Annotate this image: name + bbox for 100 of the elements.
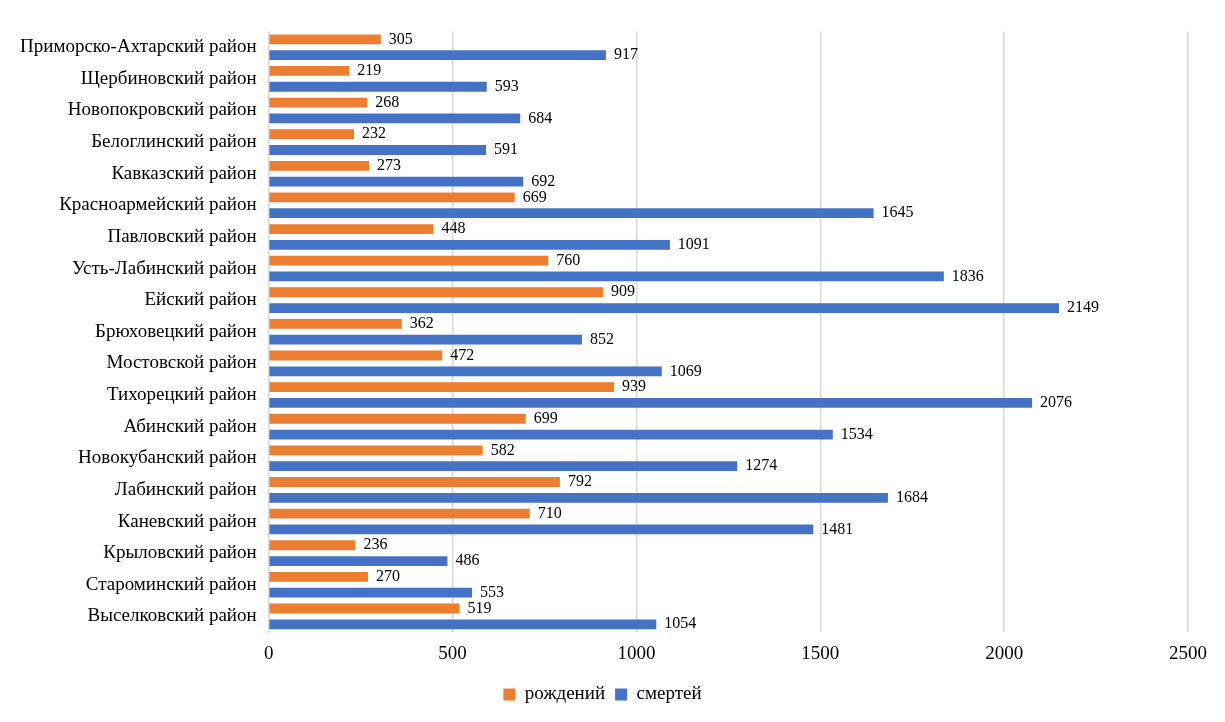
bar	[269, 461, 738, 472]
data-label: 1534	[840, 424, 873, 442]
data-label: 1684	[895, 488, 928, 506]
bar	[269, 382, 614, 393]
y-tick-label: Белоглинский район	[91, 130, 257, 152]
data-label: 939	[621, 377, 646, 395]
bar	[269, 271, 944, 282]
y-tick-label: Ейский район	[144, 288, 257, 310]
bar	[269, 492, 888, 503]
data-label: 519	[467, 598, 492, 616]
bar	[269, 366, 662, 377]
data-label: 692	[531, 171, 556, 189]
y-tick-label: Каневский район	[117, 509, 257, 531]
data-label: 219	[357, 61, 382, 79]
bar	[269, 287, 603, 298]
y-tick-label: Тихорецкий район	[106, 383, 257, 405]
bar	[269, 477, 560, 487]
bar	[269, 129, 354, 140]
y-tick-label: Щербиновский район	[80, 66, 257, 88]
y-tick-label: Новокубанский район	[78, 446, 257, 468]
y-tick-label: Выселковский район	[87, 604, 257, 626]
data-label: 486	[455, 551, 480, 569]
data-label: 1481	[821, 519, 854, 537]
y-tick-label: Крыловский район	[103, 541, 257, 563]
data-label: 1054	[664, 614, 697, 632]
bar	[269, 334, 582, 345]
y-tick-label: Новопокровский район	[67, 98, 257, 120]
data-label: 591	[494, 140, 518, 158]
bar	[269, 603, 460, 614]
bar	[269, 255, 549, 266]
data-label: 305	[388, 29, 413, 47]
bar	[269, 587, 473, 598]
y-tick-label: Павловский район	[107, 224, 257, 246]
y-tick-label: Кавказский район	[111, 161, 257, 183]
data-label: 710	[537, 503, 562, 521]
bar	[269, 81, 487, 92]
data-label: 236	[363, 535, 388, 553]
bar	[269, 66, 350, 76]
bar	[269, 524, 814, 535]
y-tick-label: Брюховецкий район	[94, 319, 257, 341]
data-label: 1091	[677, 235, 710, 253]
data-label: 909	[610, 282, 635, 300]
bar	[269, 508, 530, 519]
y-tick-label: Абинский район	[123, 414, 257, 436]
data-label: 273	[377, 155, 402, 173]
data-label: 268	[375, 92, 400, 110]
bar	[269, 97, 368, 108]
data-label: 684	[528, 108, 553, 126]
bar	[269, 318, 402, 329]
bar	[269, 413, 526, 424]
y-tick-label: Красноармейский район	[59, 193, 257, 215]
legend-label: рождений	[524, 682, 606, 704]
data-label: 362	[409, 314, 434, 332]
data-label: 553	[480, 582, 505, 600]
data-label: 2076	[1040, 393, 1073, 411]
bar	[269, 540, 356, 551]
bar	[269, 445, 483, 456]
x-tick-label: 1500	[801, 641, 840, 663]
data-label: 792	[567, 472, 592, 490]
data-label: 448	[441, 219, 466, 237]
data-label: 472	[450, 345, 475, 363]
data-label: 760	[556, 250, 581, 268]
data-label: 232	[361, 124, 386, 142]
bar	[269, 224, 434, 234]
bar	[269, 350, 443, 361]
x-tick-label: 0	[263, 641, 274, 663]
bar	[269, 145, 486, 155]
data-label: 852	[589, 329, 614, 347]
bar	[269, 429, 833, 440]
bar	[269, 239, 670, 250]
bar	[269, 113, 521, 124]
bar	[269, 571, 368, 582]
data-label: 1274	[745, 456, 778, 474]
data-label: 593	[494, 76, 519, 94]
y-tick-label: Лабинский район	[114, 477, 257, 499]
bar	[269, 34, 381, 45]
y-tick-label: Мостовской район	[106, 351, 257, 373]
x-tick-label: 500	[438, 641, 467, 663]
data-label: 917	[613, 45, 638, 63]
data-label: 1645	[881, 203, 914, 221]
data-label: 2149	[1066, 298, 1099, 316]
legend-label: смертей	[636, 682, 702, 704]
bar	[269, 50, 606, 61]
data-label: 1836	[951, 266, 984, 284]
bar	[269, 303, 1059, 313]
x-tick-label: 1000	[617, 641, 656, 663]
y-tick-label: Приморско-Ахтарский район	[19, 35, 257, 57]
data-label: 582	[490, 440, 515, 458]
x-tick-label: 2000	[985, 641, 1024, 663]
data-label: 1069	[669, 361, 702, 379]
x-tick-label: 2500	[1169, 641, 1207, 663]
bar	[269, 208, 874, 219]
data-label: 669	[522, 187, 547, 205]
bar	[269, 160, 370, 171]
bar	[269, 619, 657, 630]
data-label: 699	[533, 408, 558, 426]
bar	[269, 192, 515, 203]
bar	[269, 398, 1033, 408]
data-label: 270	[375, 567, 400, 585]
y-tick-label: Староминский район	[85, 572, 257, 594]
